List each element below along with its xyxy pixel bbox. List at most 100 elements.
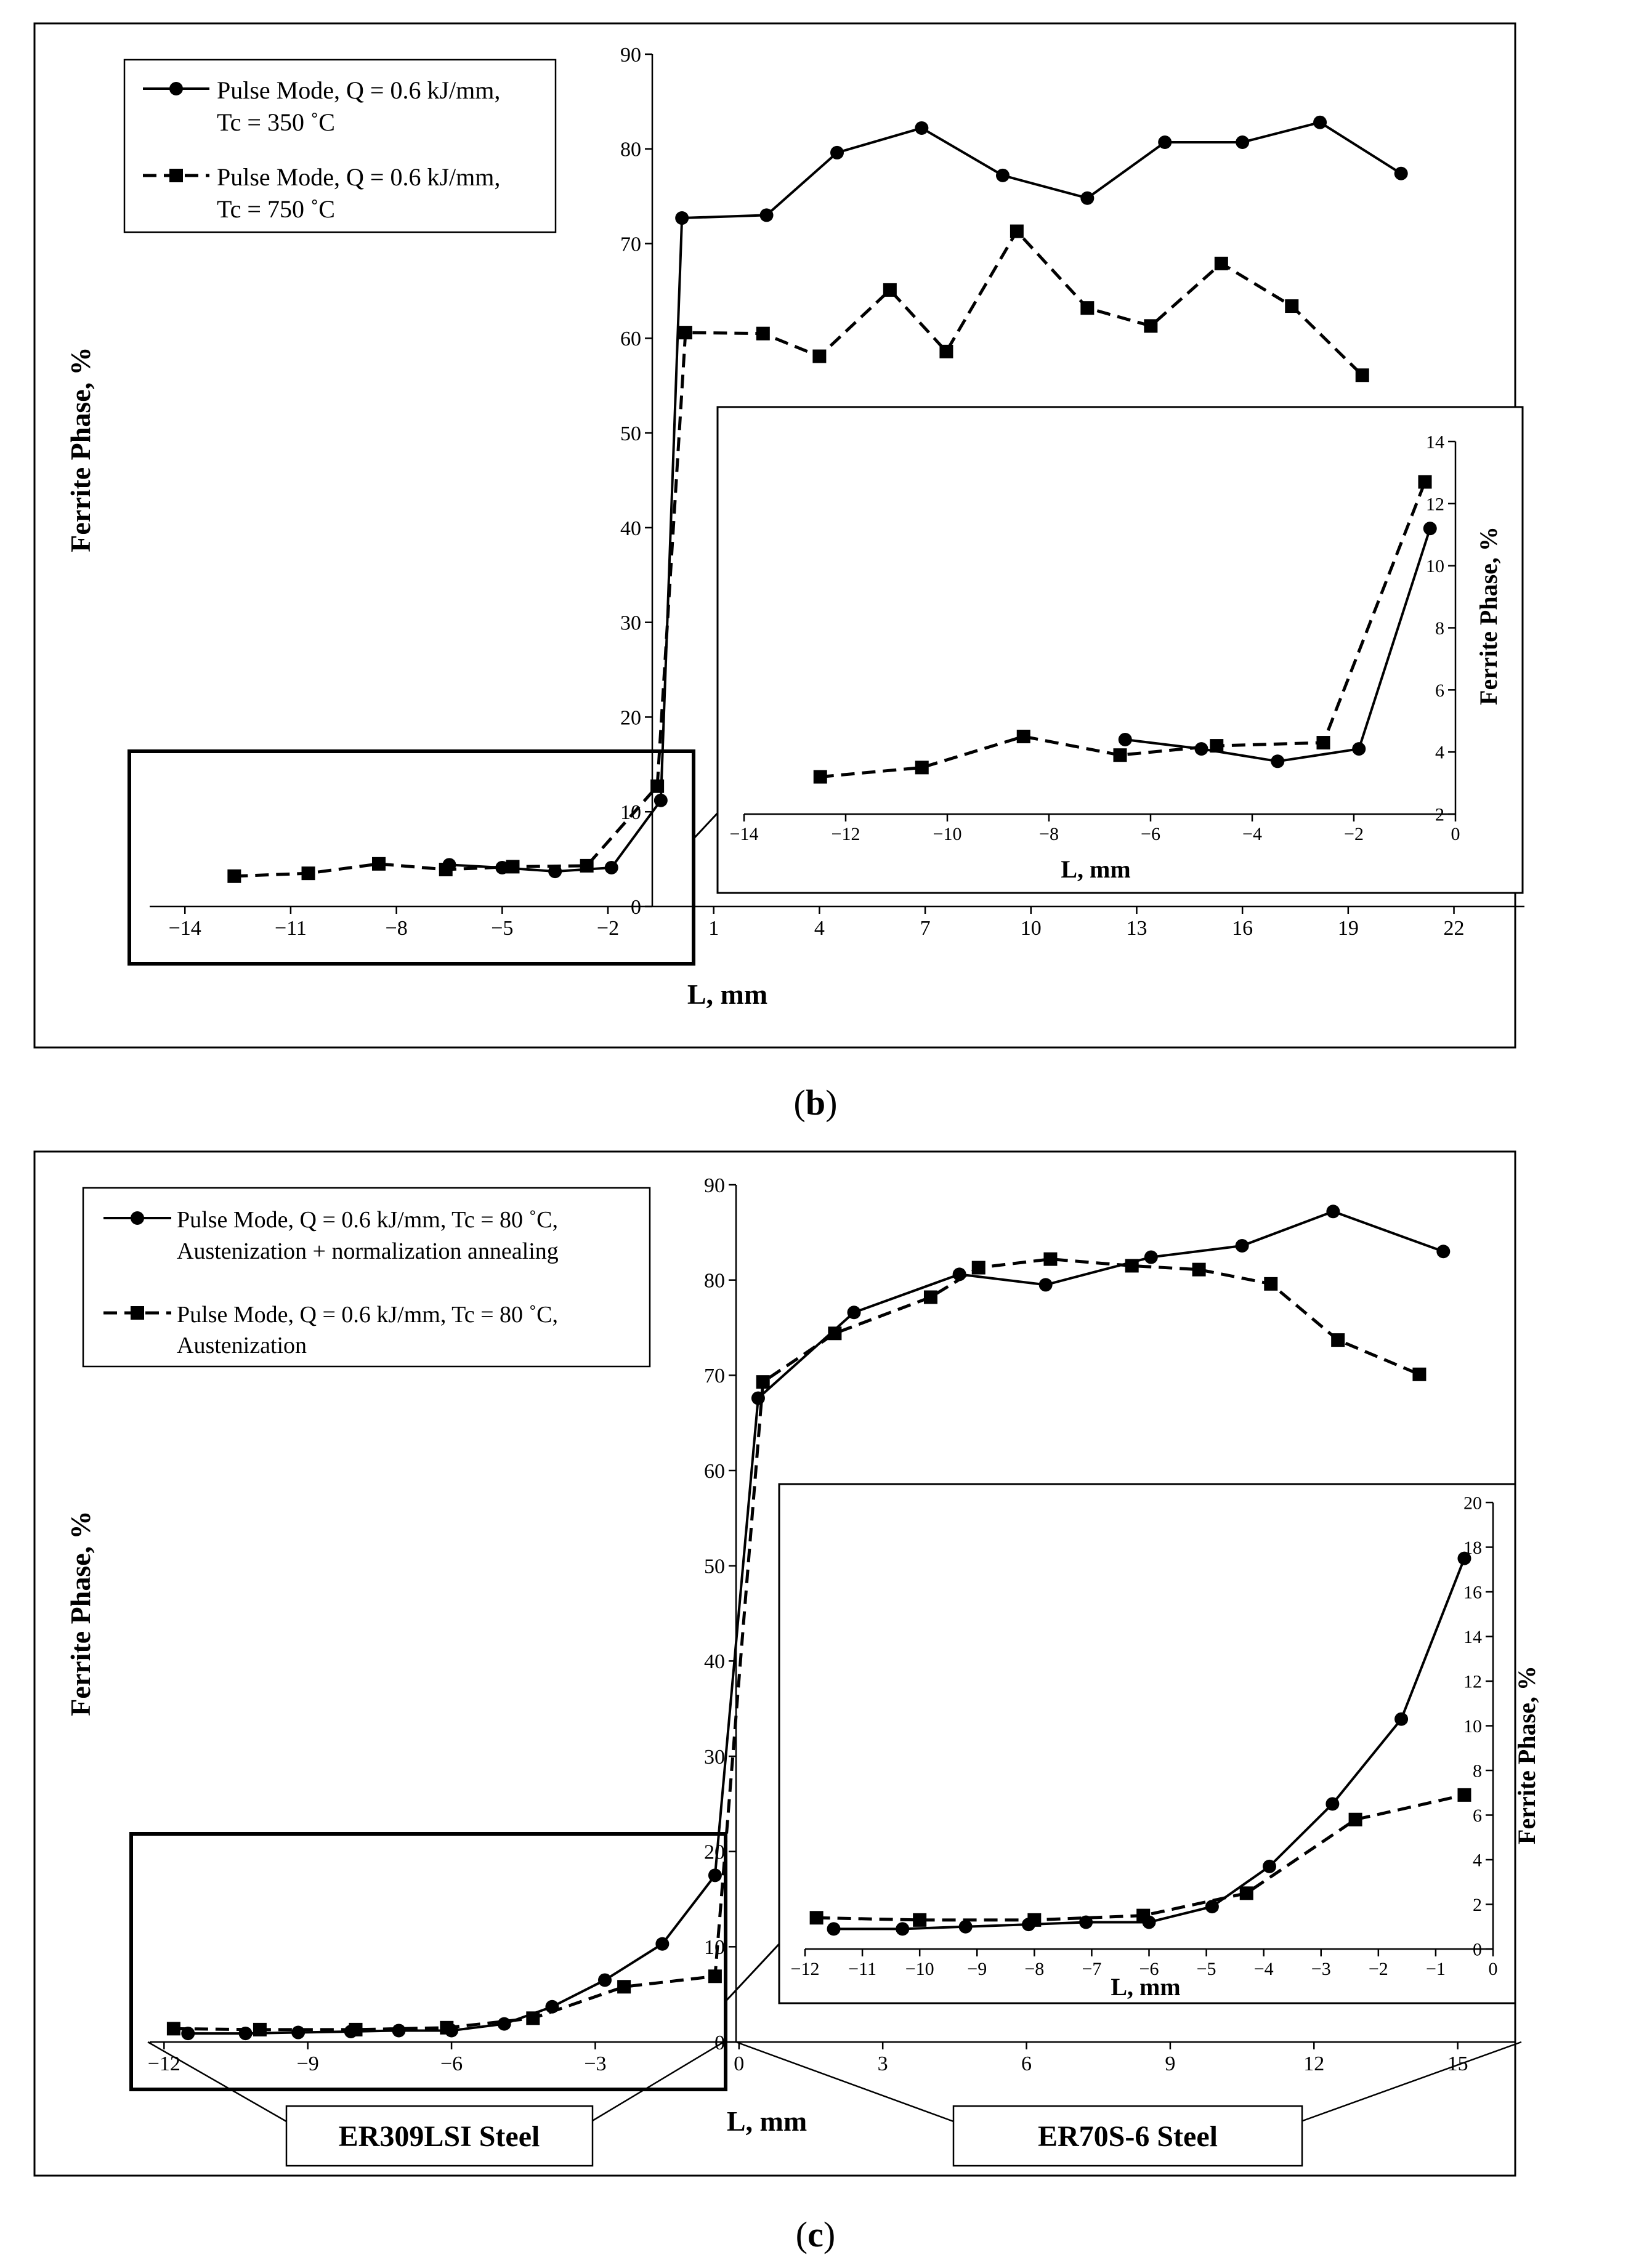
b-x-tick-label: 10	[1021, 917, 1042, 940]
b-series-1-point-12	[1010, 224, 1024, 238]
legend-b-label-1a: Pulse Mode, Q = 0.6 kJ/mm,	[217, 76, 500, 104]
bracket-left-a	[147, 2041, 287, 2123]
cinset-x-tick-label: −6	[1139, 1959, 1159, 1979]
c-x-tick-label: 0	[734, 2052, 744, 2075]
cinset-x-tick-label: 0	[1489, 1959, 1498, 1979]
binset-y-axis-label: Ferrite Phase, %	[1475, 527, 1502, 705]
b-series-1-point-1	[301, 866, 315, 881]
cinset-series-1-point-1	[913, 1913, 927, 1927]
b-series-1-point-16	[1285, 299, 1299, 313]
b-series-1-point-10	[883, 283, 897, 297]
b-series-0-point-5	[675, 211, 689, 225]
cinset-y-tick-label: 16	[1463, 1583, 1482, 1603]
c-x-tick-label: −6	[440, 2052, 463, 2075]
c-y-tick-label: 40	[704, 1650, 725, 1673]
b-y-tick-label: 70	[620, 233, 641, 256]
b-y-tick-label: 20	[620, 706, 641, 729]
panel-c-label: (c)	[796, 2214, 835, 2254]
c-y-tick-label: 90	[704, 1174, 725, 1197]
cinset-y-tick-label: 2	[1473, 1895, 1482, 1915]
cinset-x-tick-label: −8	[1024, 1959, 1044, 1979]
c-y-axis-label: Ferrite Phase, %	[65, 1511, 96, 1716]
b-y-tick-label: 0	[631, 896, 641, 919]
b-series-0-point-3	[604, 860, 618, 874]
cinset-series-0-point-9	[1394, 1712, 1409, 1726]
b-x-tick-label: −11	[275, 917, 307, 940]
b-y-tick-label: 40	[620, 517, 641, 540]
cinset-x-tick-label: −7	[1082, 1959, 1101, 1979]
b-y-axis-label: Ferrite Phase, %	[65, 347, 96, 552]
b-series-1-point-2	[372, 857, 386, 871]
c-y-tick-label: 20	[704, 1841, 725, 1864]
b-series-0-point-14	[1394, 166, 1408, 180]
c-series-0-point-17	[1326, 1205, 1340, 1219]
c-series-0-point-6	[497, 2017, 511, 2031]
binset-y-tick-label: 14	[1426, 432, 1444, 453]
c-series-1-point-5	[617, 1980, 631, 1994]
cinset-series-0-point-10	[1457, 1551, 1471, 1565]
cinset-series-1-point-5	[1348, 1812, 1362, 1826]
cinset-series-0-point-2	[958, 1919, 973, 1934]
inset-b-frame	[716, 406, 1524, 894]
b-y-tick-label: 60	[620, 328, 641, 350]
b-x-tick-label: −14	[169, 917, 201, 940]
binset-x-tick-label: −2	[1344, 824, 1364, 844]
binset-series-1-point-4	[1210, 739, 1224, 753]
c-y-tick-label: 50	[704, 1556, 725, 1578]
b-y-tick-label: 50	[620, 422, 641, 445]
region-brackets-c	[147, 2041, 1522, 2123]
binset-series-1-point-6	[1418, 475, 1432, 489]
legend-c-label-2a: Pulse Mode, Q = 0.6 kJ/mm, Tc = 80 ˚C,	[177, 1302, 558, 1328]
c-y-tick-label: 70	[704, 1365, 725, 1387]
b-x-tick-label: 13	[1126, 917, 1147, 940]
binset-y-tick-label: 10	[1426, 556, 1444, 576]
c-series-0-point-4	[392, 2024, 406, 2038]
b-series-1-point-9	[812, 349, 827, 363]
c-series-1-point-13	[1192, 1262, 1206, 1277]
c-y-tick-label: 80	[704, 1270, 725, 1293]
b-series-1-point-6	[650, 779, 665, 793]
region-label-er70s6: ER70S-6 Steel	[1038, 2120, 1218, 2153]
cinset-y-tick-label: 10	[1463, 1716, 1482, 1737]
panel-c-letter: c	[807, 2214, 824, 2254]
c-series-0-point-12	[847, 1306, 861, 1320]
c-series-1-point-10	[971, 1261, 985, 1275]
b-x-tick-label: 4	[814, 917, 825, 940]
c-series-1-point-14	[1264, 1277, 1278, 1291]
cinset-y-tick-label: 0	[1473, 1940, 1482, 1960]
cinset-x-tick-label: −2	[1369, 1959, 1388, 1979]
legend-b-marker-1	[169, 82, 183, 95]
b-x-tick-label: −8	[386, 917, 408, 940]
cinset-series-0-point-7	[1262, 1859, 1276, 1873]
binset-x-tick-label: −10	[933, 824, 962, 844]
binset-x-tick-label: −4	[1242, 824, 1262, 844]
c-series-0-point-2	[291, 2025, 306, 2040]
region-label-box-2	[952, 2105, 1303, 2167]
cinset-x-tick-label: −5	[1197, 1959, 1216, 1979]
binset-series-0-point-2	[1271, 754, 1285, 769]
c-series-0-point-8	[598, 1973, 612, 1987]
chart-b-inset: −14 −12 −10 −8 −6 −4 −2 02 4 6 8 10 12 14 L, mm Ferrite…	[730, 432, 1502, 884]
c-series-1-point-11	[1043, 1252, 1058, 1266]
b-x-axis-label: L, mm	[687, 979, 767, 1010]
binset-series-1-point-1	[915, 761, 929, 775]
bracket-right-a	[735, 2041, 954, 2123]
b-series-0-point-6	[759, 208, 774, 222]
cinset-x-axis-label: L, mm	[1111, 1973, 1180, 2001]
chart-b-main: −14 −11 −8 −5 −2 1 4 7 10 13 16 19 22010203040506070…	[65, 44, 1524, 1010]
c-series-1-point-16	[1412, 1367, 1427, 1381]
c-series-0-point-15	[1144, 1250, 1158, 1264]
zoom-box-b	[127, 749, 695, 966]
legend-c-label-1a: Pulse Mode, Q = 0.6 kJ/mm, Tc = 80 ˚C,	[177, 1207, 558, 1233]
b-y-tick-label: 30	[620, 612, 641, 635]
cinset-y-axis-label: Ferrite Phase, %	[1513, 1666, 1540, 1844]
b-x-tick-label: 7	[920, 917, 931, 940]
b-series-0-point-12	[1236, 135, 1250, 150]
c-x-tick-label: −3	[584, 2052, 606, 2075]
c-y-tick-label: 0	[714, 2032, 725, 2054]
cinset-series-0-point-1	[896, 1922, 910, 1936]
cinset-y-tick-label: 14	[1463, 1627, 1482, 1647]
c-series-1-point-6	[708, 1969, 722, 1983]
